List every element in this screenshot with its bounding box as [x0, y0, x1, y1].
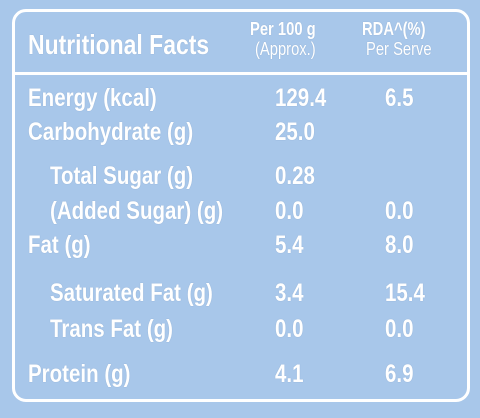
nutrient-value: 0.0 — [385, 315, 414, 343]
col-subheader: (Approx.) — [255, 39, 316, 59]
nutrient-value: 0.28 — [275, 162, 315, 190]
nutrient-name: Saturated Fat (g) — [50, 279, 213, 307]
nutrient-value: 25.0 — [275, 118, 315, 146]
nutrient-value: 5.4 — [275, 231, 304, 259]
nutrient-name: Total Sugar (g) — [50, 162, 194, 190]
nutrient-value: 15.4 — [385, 279, 425, 307]
col-header: Per 100 g — [250, 19, 316, 39]
nutrient-name: Carbohydrate (g) — [28, 118, 194, 146]
nutrient-value: 0.0 — [385, 197, 414, 225]
nutrient-value: 6.9 — [385, 360, 414, 388]
title: Nutritional Facts — [28, 29, 210, 60]
border — [12, 9, 470, 402]
nutrient-value: 0.0 — [275, 197, 304, 225]
nutrient-name: (Added Sugar) (g) — [50, 197, 224, 225]
nutrient-name: Protein (g) — [28, 360, 131, 388]
header-rule — [12, 72, 470, 75]
nutrient-value: 129.4 — [275, 84, 327, 112]
nutrient-name: Energy (kcal) — [28, 84, 157, 112]
nutrient-value: 6.5 — [385, 84, 414, 112]
nutrient-name: Fat (g) — [28, 231, 91, 259]
nutrient-value: 8.0 — [385, 231, 414, 259]
nutrient-value: 4.1 — [275, 360, 304, 388]
nutrient-name: Trans Fat (g) — [50, 315, 174, 343]
col-subheader: Per Serve — [366, 39, 432, 59]
nutrient-value: 3.4 — [275, 279, 304, 307]
col-header: RDA^(%) — [362, 19, 426, 39]
nutrient-value: 0.0 — [275, 315, 304, 343]
